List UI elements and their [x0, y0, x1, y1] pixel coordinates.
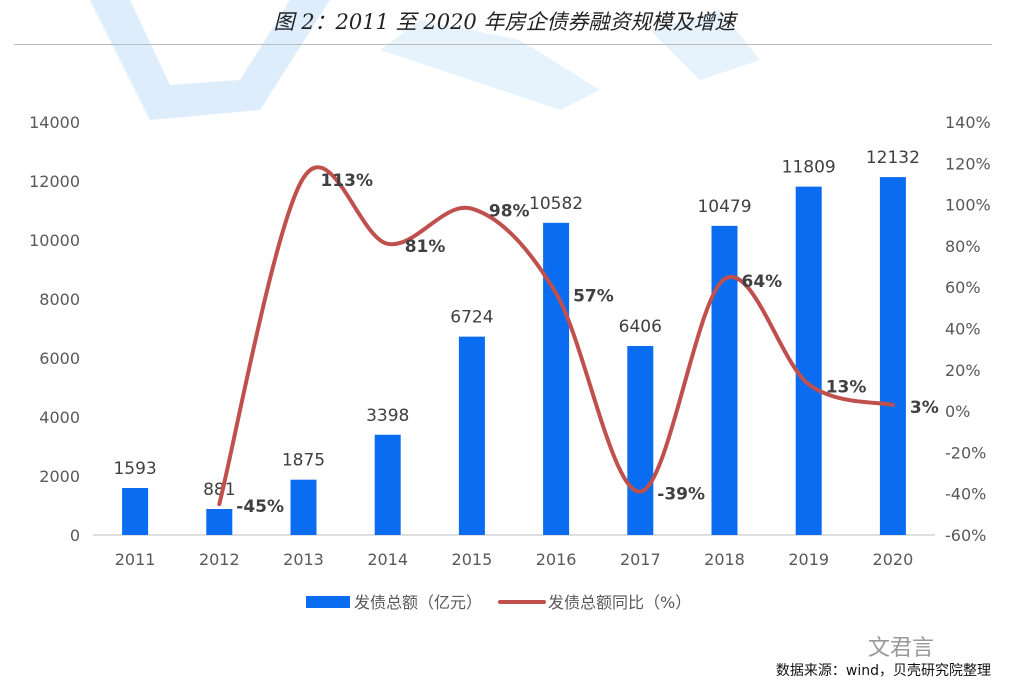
- y-right-tick-label: 60%: [945, 278, 981, 297]
- title-divider: [14, 44, 992, 45]
- x-tick-label: 2012: [199, 550, 240, 569]
- wechat-watermark: 文君言: [868, 636, 935, 661]
- y-right-tick-label: 80%: [945, 237, 981, 256]
- x-tick-label: 2017: [620, 550, 661, 569]
- x-tick-label: 2011: [115, 550, 156, 569]
- line-value-label: 13%: [826, 377, 867, 397]
- bar-value-label: 6406: [619, 317, 662, 337]
- line-value-label: 64%: [742, 272, 783, 292]
- bar: [206, 509, 233, 535]
- bar: [543, 222, 570, 535]
- legend-bar-label: 发债总额（亿元）: [354, 593, 482, 612]
- y-left-tick-label: 6000: [39, 349, 80, 368]
- line-value-label: 98%: [489, 202, 530, 222]
- bar-value-label: 6724: [450, 308, 493, 328]
- bar-value-label: 10582: [529, 194, 583, 214]
- legend-bar-swatch: [306, 596, 350, 608]
- y-left-tick-label: 2000: [39, 467, 80, 486]
- bar: [458, 336, 485, 535]
- y-left-tick-label: 0: [70, 526, 80, 545]
- bar: [711, 225, 738, 535]
- y-right-tick-label: -40%: [945, 485, 986, 504]
- line-value-label: 57%: [573, 286, 614, 306]
- bar: [627, 346, 654, 535]
- bar: [374, 434, 401, 535]
- y-left-tick-label: 4000: [39, 408, 80, 427]
- y-left-tick-label: 14000: [29, 113, 80, 132]
- bar: [290, 479, 317, 535]
- bar-value-label: 10479: [697, 197, 751, 217]
- x-tick-label: 2013: [283, 550, 324, 569]
- y-right-tick-label: 20%: [945, 361, 981, 380]
- bar-value-label: 1593: [113, 459, 156, 479]
- bar-value-label: 11809: [782, 158, 836, 178]
- line-value-label: -39%: [657, 485, 705, 505]
- line-value-label: 81%: [405, 237, 446, 257]
- y-left-tick-label: 8000: [39, 290, 80, 309]
- y-right-tick-label: -60%: [945, 526, 986, 545]
- y-left-tick-label: 10000: [29, 231, 80, 250]
- line-value-label: 3%: [910, 398, 939, 418]
- line-value-label: -45%: [236, 497, 284, 517]
- bar-value-label: 12132: [866, 148, 920, 168]
- y-right-tick-label: 0%: [945, 402, 970, 421]
- x-tick-label: 2015: [452, 550, 493, 569]
- y-right-tick-label: -20%: [945, 443, 986, 462]
- y-left-tick-label: 12000: [29, 172, 80, 191]
- bar: [122, 488, 149, 535]
- bar-value-label: 3398: [366, 406, 409, 426]
- x-tick-label: 2014: [367, 550, 408, 569]
- source-note: 数据来源：wind，贝壳研究院整理: [775, 663, 991, 679]
- x-tick-label: 2018: [704, 550, 745, 569]
- line-value-label: 113%: [321, 171, 374, 191]
- bar: [795, 186, 822, 535]
- y-right-tick-label: 120%: [945, 154, 991, 173]
- x-tick-label: 2016: [536, 550, 577, 569]
- y-right-tick-label: 40%: [945, 320, 981, 339]
- legend-line-label: 发债总额同比（%）: [548, 593, 691, 612]
- y-right-tick-label: 100%: [945, 196, 991, 215]
- x-tick-label: 2020: [873, 550, 914, 569]
- x-tick-label: 2019: [788, 550, 829, 569]
- chart-title: 图 2：2011 至 2020 年房企债券融资规模及增速: [273, 10, 736, 34]
- bar-value-label: 1875: [282, 451, 325, 471]
- y-right-tick-label: 140%: [945, 113, 991, 132]
- bar-value-label: 881: [203, 480, 235, 500]
- bar: [879, 177, 906, 535]
- growth-line: [217, 165, 895, 507]
